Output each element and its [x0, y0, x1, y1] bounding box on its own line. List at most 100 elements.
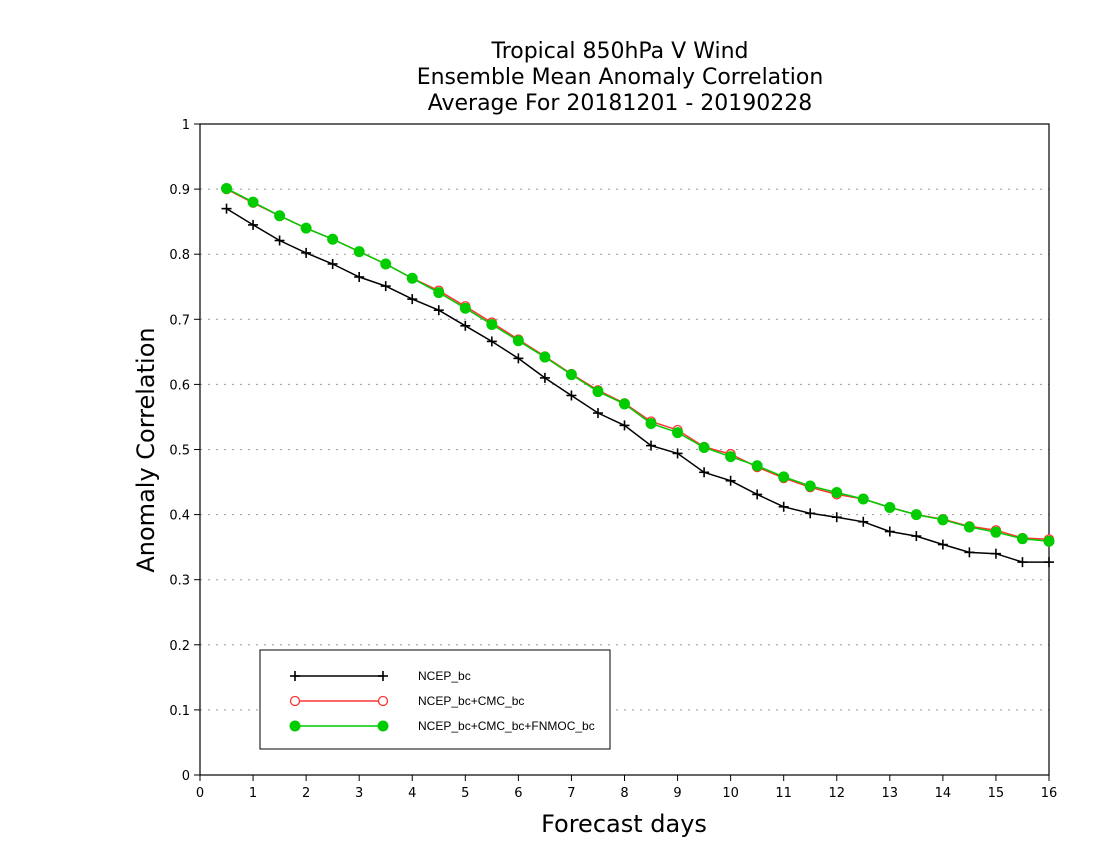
- data-point: [910, 509, 922, 521]
- data-point: [619, 420, 630, 431]
- title-line-2: Ensemble Mean Anomaly Correlation: [417, 65, 824, 90]
- data-point: [301, 247, 312, 258]
- data-point: [592, 408, 603, 419]
- data-point: [512, 335, 524, 347]
- data-point: [937, 539, 948, 550]
- data-point: [460, 320, 471, 331]
- x-tick-label: 10: [722, 786, 739, 801]
- x-tick-label: 11: [775, 786, 792, 801]
- data-point: [565, 369, 577, 381]
- grid-lines: [200, 188, 1049, 711]
- legend-marker: [377, 695, 389, 707]
- data-point: [380, 258, 392, 270]
- data-point: [698, 442, 710, 454]
- y-tick-label: 0.1: [169, 704, 190, 719]
- title-line-3: Average For 20181201 - 20190228: [428, 91, 813, 116]
- legend-label: NCEP_bc: [418, 669, 471, 683]
- data-point: [513, 353, 524, 364]
- series-2: [221, 183, 1055, 545]
- data-point: [1017, 557, 1028, 568]
- axis-ticks: 00.10.20.30.40.50.60.70.80.910 1 2 3 4 5 6 7 8 9 1…: [169, 118, 1057, 801]
- x-tick-label: 3: [355, 786, 363, 801]
- data-point: [327, 258, 338, 269]
- data-point: [380, 281, 391, 292]
- legend-entry: NCEP_bc: [290, 669, 471, 683]
- data-point: [221, 182, 233, 194]
- data-point: [858, 516, 869, 527]
- series-3: [221, 182, 1055, 547]
- data-point: [725, 475, 736, 486]
- data-point: [592, 386, 604, 398]
- series-line: [226, 187, 1050, 543]
- data-point: [1044, 557, 1054, 568]
- series-1: [221, 203, 1054, 568]
- data-point: [778, 471, 790, 483]
- x-tick-label: 8: [620, 786, 628, 801]
- legend-label: NCEP_bc+CMC_bc: [418, 694, 524, 708]
- legend-box: [259, 649, 611, 750]
- data-point: [884, 501, 896, 513]
- legend-marker: [289, 695, 301, 707]
- x-tick-label: 6: [514, 786, 522, 801]
- data-point: [645, 417, 657, 429]
- data-point: [778, 501, 789, 512]
- y-tick-label: 0.4: [169, 509, 190, 524]
- data-point: [964, 547, 975, 558]
- data-point: [619, 398, 630, 410]
- x-tick-label: 1: [249, 786, 257, 801]
- x-axis-label: Forecast days: [541, 810, 707, 838]
- data-point: [486, 319, 498, 331]
- data-point: [486, 336, 497, 347]
- data-point: [831, 486, 843, 498]
- y-tick-label: 0.9: [169, 183, 190, 198]
- data-point: [1016, 533, 1028, 545]
- data-point: [990, 526, 1002, 538]
- data-point: [539, 372, 550, 383]
- legend-marker: [378, 671, 388, 681]
- x-tick-label: 9: [673, 786, 681, 801]
- y-tick-label: 0: [182, 769, 190, 784]
- data-point: [725, 451, 737, 463]
- data-point: [990, 548, 1001, 559]
- data-point: [566, 390, 577, 401]
- y-tick-label: 1: [182, 118, 190, 133]
- data-point: [354, 271, 365, 282]
- x-tick-label: 4: [408, 786, 416, 801]
- series-line: [226, 188, 1050, 541]
- chart-title: Tropical 850hPa V Wind Ensemble Mean Ano…: [417, 39, 824, 116]
- x-tick-label: 15: [988, 786, 1005, 801]
- title-line-1: Tropical 850hPa V Wind: [490, 39, 748, 64]
- y-tick-label: 0.8: [169, 248, 190, 263]
- y-tick-label: 0.5: [169, 444, 190, 459]
- y-tick-label: 0.6: [169, 378, 190, 393]
- y-tick-label: 0.2: [169, 639, 190, 654]
- legend-label: NCEP_bc+CMC_bc+FNMOC_bc: [418, 719, 595, 733]
- x-tick-label: 5: [461, 786, 469, 801]
- legend-marker: [289, 720, 301, 732]
- x-tick-label: 2: [302, 786, 310, 801]
- data-point: [884, 526, 895, 537]
- data-point: [247, 196, 259, 208]
- x-tick-label: 0: [196, 786, 204, 801]
- y-tick-label: 0.3: [169, 574, 190, 589]
- legend-marker: [377, 720, 389, 732]
- x-tick-label: 14: [935, 786, 952, 801]
- data-point: [857, 493, 869, 505]
- data-point: [751, 460, 763, 472]
- data-point: [672, 427, 684, 439]
- x-tick-label: 16: [1041, 786, 1058, 801]
- data-point: [433, 305, 444, 316]
- data-point: [804, 480, 816, 492]
- data-point: [963, 521, 975, 533]
- data-point: [752, 489, 763, 500]
- legend: NCEP_bc NCEP_bc+CMC_bc NCEP_bc+CMC_bc+FNMO…: [259, 649, 611, 750]
- data-point: [672, 448, 683, 459]
- data-point: [831, 512, 842, 523]
- data-point: [433, 287, 445, 299]
- legend-marker: [290, 671, 300, 681]
- data-point: [1043, 535, 1055, 547]
- series-line: [226, 207, 1049, 563]
- x-tick-label: 13: [882, 786, 899, 801]
- series-lines: [221, 182, 1055, 568]
